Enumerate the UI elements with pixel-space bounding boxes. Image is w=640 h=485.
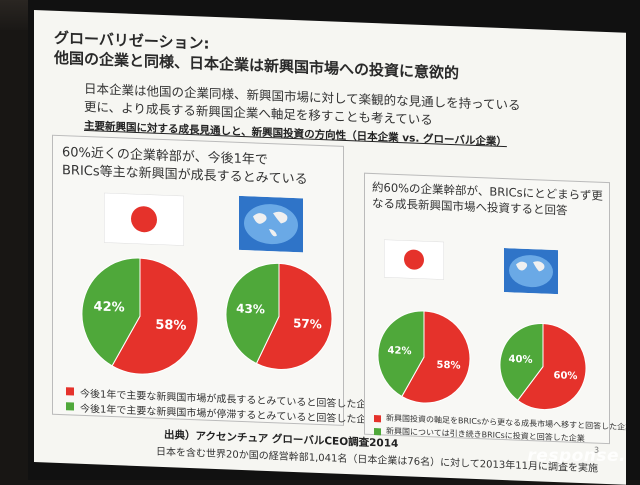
pie-chart-japan-left: 58% 42% [81, 257, 199, 375]
green-slice [225, 262, 280, 365]
red-label: 60% [554, 370, 578, 382]
green-slice [81, 257, 141, 367]
pie-chart-japan-right: 58% 42% [377, 310, 471, 404]
slide-title-line2: 他国の企業と同様、日本企業は新興国市場への投資に意欲的 [54, 48, 460, 83]
pie-chart-global-left: 57% 43% [225, 262, 333, 370]
japan-flag-icon-right [384, 239, 444, 280]
red-slice [517, 323, 587, 411]
response-watermark: response. [527, 446, 626, 466]
green-label: 43% [236, 301, 265, 316]
red-label: 57% [293, 316, 322, 331]
red-label: 58% [437, 360, 461, 372]
green-label: 40% [509, 354, 533, 366]
red-slice [255, 262, 333, 370]
japan-flag-icon [104, 192, 184, 246]
presentation-slide: グローバリゼーション: 他国の企業と同様、日本企業は新興国市場への投資に意欲的 … [34, 10, 626, 485]
green-label: 42% [388, 345, 412, 357]
green-slice [377, 310, 425, 398]
green-slice [499, 323, 544, 402]
red-slice [111, 257, 199, 375]
globe-icon-right [504, 248, 558, 295]
right-legend-red-swatch [374, 415, 381, 423]
pie-chart-global-right: 60% 40% [499, 323, 587, 411]
legend-green-swatch [66, 402, 74, 411]
green-label: 42% [94, 299, 125, 315]
globe-icon [239, 195, 303, 253]
red-slice [401, 310, 471, 404]
red-label: 58% [155, 318, 186, 334]
legend-red-swatch [66, 387, 74, 396]
